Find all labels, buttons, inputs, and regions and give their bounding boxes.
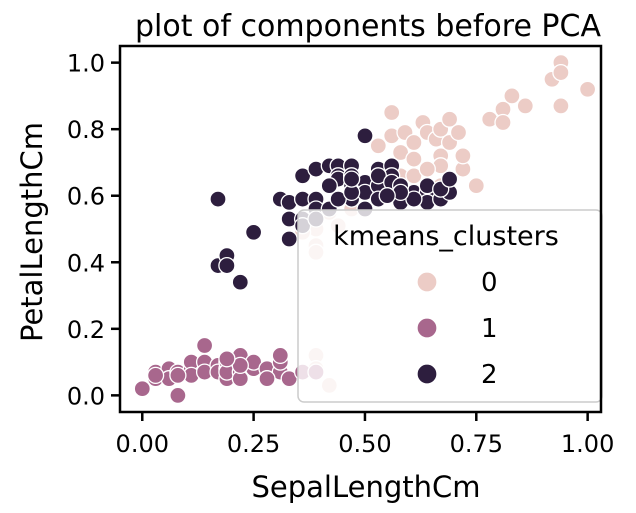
scatter-point [440,170,459,188]
legend-marker [416,317,438,339]
scatter-point [503,87,521,105]
legend-label: 1 [481,314,498,344]
scatter-point [218,350,236,368]
y-tick-label: 0.8 [67,116,105,144]
scatter-point [467,177,485,195]
scatter-point [405,150,423,168]
y-tick-label: 1.0 [67,50,105,78]
scatter-point [244,223,263,241]
scatter-point [231,273,249,291]
legend-entries: 0 1 2 [416,268,498,390]
scatter-point [405,133,423,152]
x-tick-label: 1.00 [561,430,614,458]
scatter-point [369,137,387,155]
legend-title: kmeans_clusters [333,221,559,252]
x-axis-ticks: 0.00 0.25 0.50 0.75 1.00 [116,412,614,458]
x-tick-label: 0.25 [227,430,280,458]
y-tick-label: 0.2 [67,316,105,344]
x-tick-label: 0.00 [116,430,169,458]
scatter-point [552,97,570,115]
scatter-point [454,147,472,165]
scatter-point [320,177,338,195]
legend-label: 2 [481,360,498,390]
x-tick-label: 0.50 [338,430,391,458]
scatter-point [195,336,214,355]
scatter-point [169,366,187,385]
scatter-point [383,103,401,122]
scatter-point [342,170,361,188]
legend: kmeans_clusters 0 1 2 [297,209,603,403]
legend-label: 0 [481,268,498,298]
scatter-point [218,256,236,275]
scatter-point [516,97,534,115]
plot-frame [118,44,603,414]
y-tick-label: 0.4 [67,249,105,277]
x-tick-label: 0.75 [450,430,503,458]
y-tick-label: 0.0 [67,382,105,410]
scatter-point [271,346,289,365]
x-axis-label: SepalLengthCm [251,470,480,504]
y-axis-label: PetalLengthCm [15,122,49,342]
scatter-point [440,110,459,128]
scatter-point [169,386,187,405]
y-axis-ticks: 0.0 0.2 0.4 0.6 0.8 1.0 [67,50,120,410]
scatter-point [552,63,570,82]
scatter-point [449,123,468,142]
scatter-point [133,380,151,398]
y-tick-label: 0.6 [67,183,105,211]
scatter-point [280,230,298,248]
scatter-point [146,366,165,385]
scatter-point [209,190,227,208]
scatter-point [418,160,436,178]
scatter-point [258,370,276,388]
scatter-point [378,187,396,205]
legend-marker [416,363,438,385]
scatter-point [356,127,374,145]
scatter-point [494,113,512,132]
legend-marker [416,271,438,293]
scatter-point [578,80,597,98]
chart-title: plot of components before PCA [135,9,601,44]
